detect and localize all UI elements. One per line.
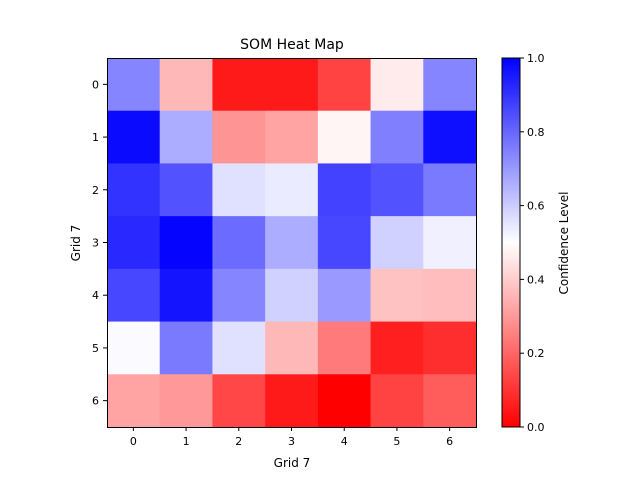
heatmap-cell-r4-c4 (317, 268, 372, 323)
heatmap-cell-r4-c6 (423, 268, 477, 323)
y-tick-label: 5 (92, 342, 99, 355)
y-axis-ticks: 0 1 2 3 4 5 6 (92, 78, 107, 408)
heatmap-cell-r4-c1 (159, 268, 214, 323)
heatmap-cell-r3-c1 (159, 216, 214, 270)
heatmap-cell-r6-c6 (423, 374, 477, 428)
heatmap-cell-r1-c4 (317, 110, 372, 165)
x-axis-ticks: 0 1 2 3 4 5 6 (130, 427, 453, 448)
heatmap-cell-r1-c3 (265, 110, 319, 165)
heatmap-cell-r5-c0 (107, 321, 161, 375)
heatmap-cell-r4-c3 (265, 268, 319, 323)
heatmap-cell-r0-c0 (107, 58, 161, 112)
heatmap-cell-r0-c6 (423, 58, 477, 112)
heatmap-cell-r2-c6 (423, 163, 477, 217)
heatmap-cell-r2-c2 (212, 163, 266, 217)
heatmap-cell-r1-c0 (107, 110, 161, 165)
heatmap-cell-r6-c5 (370, 374, 424, 428)
colorbar-tick-label: 0.2 (527, 347, 545, 360)
heatmap-cell-r3-c2 (212, 216, 266, 270)
colorbar-tick-label: 0.8 (527, 126, 545, 139)
heatmap-cell-r2-c0 (107, 163, 161, 217)
heatmap-cell-r1-c1 (159, 110, 214, 165)
colorbar-tick-label: 0.0 (527, 421, 545, 434)
x-tick-label: 6 (446, 435, 453, 448)
chart-title: SOM Heat Map (240, 37, 344, 53)
heatmap-cell-r3-c6 (423, 216, 477, 270)
heatmap-cell-r0-c1 (159, 58, 214, 112)
x-tick-label: 1 (183, 435, 190, 448)
heatmap-cell-r1-c6 (423, 110, 477, 165)
heatmap-cell-r6-c3 (265, 374, 319, 428)
heatmap-cell-r5-c2 (212, 321, 266, 375)
heatmap-cell-r0-c5 (370, 58, 424, 112)
heatmap-cell-r5-c6 (423, 321, 477, 375)
heatmap-cell-r2-c3 (265, 163, 319, 217)
y-tick-label: 6 (92, 395, 99, 408)
y-tick-label: 4 (92, 289, 99, 302)
heatmap-cells (107, 58, 477, 428)
heatmap-cell-r6-c4 (317, 374, 372, 428)
y-tick-label: 2 (92, 184, 99, 197)
heatmap-cell-r1-c2 (212, 110, 266, 165)
y-tick-label: 0 (92, 78, 99, 91)
x-tick-label: 5 (393, 435, 400, 448)
colorbar (501, 57, 521, 428)
heatmap-cell-r5-c3 (265, 321, 319, 375)
heatmap-cell-r5-c1 (159, 321, 214, 375)
x-tick-label: 0 (130, 435, 137, 448)
heatmap-cell-r2-c4 (317, 163, 372, 217)
y-tick-label: 1 (92, 131, 99, 144)
x-tick-label: 3 (288, 435, 295, 448)
heatmap-cell-r3-c4 (317, 216, 372, 270)
heatmap-cell-r3-c0 (107, 216, 161, 270)
colorbar-tick-label: 1.0 (527, 52, 545, 65)
y-axis-label: Grid 7 (69, 225, 83, 262)
colorbar-label: Confidence Level (557, 192, 571, 295)
heatmap-cell-r2-c1 (159, 163, 214, 217)
x-tick-label: 2 (235, 435, 242, 448)
heatmap-cell-r4-c2 (212, 268, 266, 323)
heatmap-cell-r6-c2 (212, 374, 266, 428)
heatmap-cell-r3-c5 (370, 216, 424, 270)
colorbar-tick-label: 0.6 (527, 200, 545, 213)
heatmap-cell-r2-c5 (370, 163, 424, 217)
heatmap-cell-r0-c3 (265, 58, 319, 112)
x-axis-label: Grid 7 (274, 456, 311, 470)
heatmap-cell-r0-c2 (212, 58, 266, 112)
heatmap-cell-r6-c0 (107, 374, 161, 428)
x-tick-label: 4 (341, 435, 348, 448)
heatmap-cell-r5-c5 (370, 321, 424, 375)
heatmap-cell-r4-c5 (370, 268, 424, 323)
y-tick-label: 3 (92, 237, 99, 250)
heatmap-cell-r6-c1 (159, 374, 214, 428)
colorbar-tick-label: 0.4 (527, 273, 545, 286)
heatmap-cell-r4-c0 (107, 268, 161, 323)
heatmap-cell-r5-c4 (317, 321, 372, 375)
colorbar-ticks: 0.0 0.2 0.4 0.6 0.8 1.0 (520, 52, 545, 434)
heatmap-cell-r1-c5 (370, 110, 424, 165)
heatmap-cell-r3-c3 (265, 216, 319, 270)
heatmap-cell-r0-c4 (317, 58, 372, 112)
